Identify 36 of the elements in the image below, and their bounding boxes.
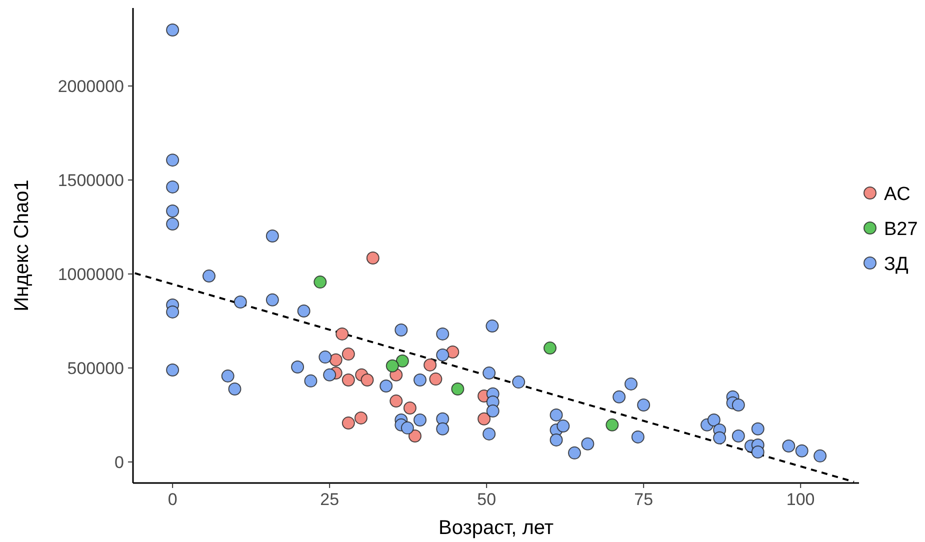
y-tick-label: 1000000 [58,264,124,284]
point [386,359,399,372]
point [446,345,460,358]
y-tick-label: 0 [114,452,124,472]
point [329,353,342,366]
y-axis-title: Индекс Chao1 [11,180,33,312]
point [342,416,355,430]
point [424,358,437,372]
point [396,354,409,368]
point [478,412,491,426]
y-tick-label: 1500000 [58,170,124,190]
x-tick-label: 50 [477,490,496,509]
legend-label: B27 [884,219,918,240]
legend-label: ЗД [884,254,908,275]
point [429,372,442,386]
point [390,394,403,408]
y-tick-label: 2000000 [58,77,124,96]
legend-label: AC [884,184,910,205]
x-tick-label: 0 [168,490,178,509]
point [544,342,557,355]
point [336,327,349,340]
x-tick-label: 75 [634,490,654,509]
point [314,276,327,289]
y-tick-label: 500000 [67,358,124,378]
point [451,382,464,396]
point [342,348,355,361]
point [354,411,368,424]
x-tick-label: 100 [786,490,815,509]
point [342,373,355,386]
point [403,402,416,414]
x-tick-label: 25 [320,490,340,509]
point [360,373,374,386]
point [606,418,619,432]
point [408,430,422,443]
x-axis-title: Возраст, лет [438,517,554,539]
point [366,252,380,264]
